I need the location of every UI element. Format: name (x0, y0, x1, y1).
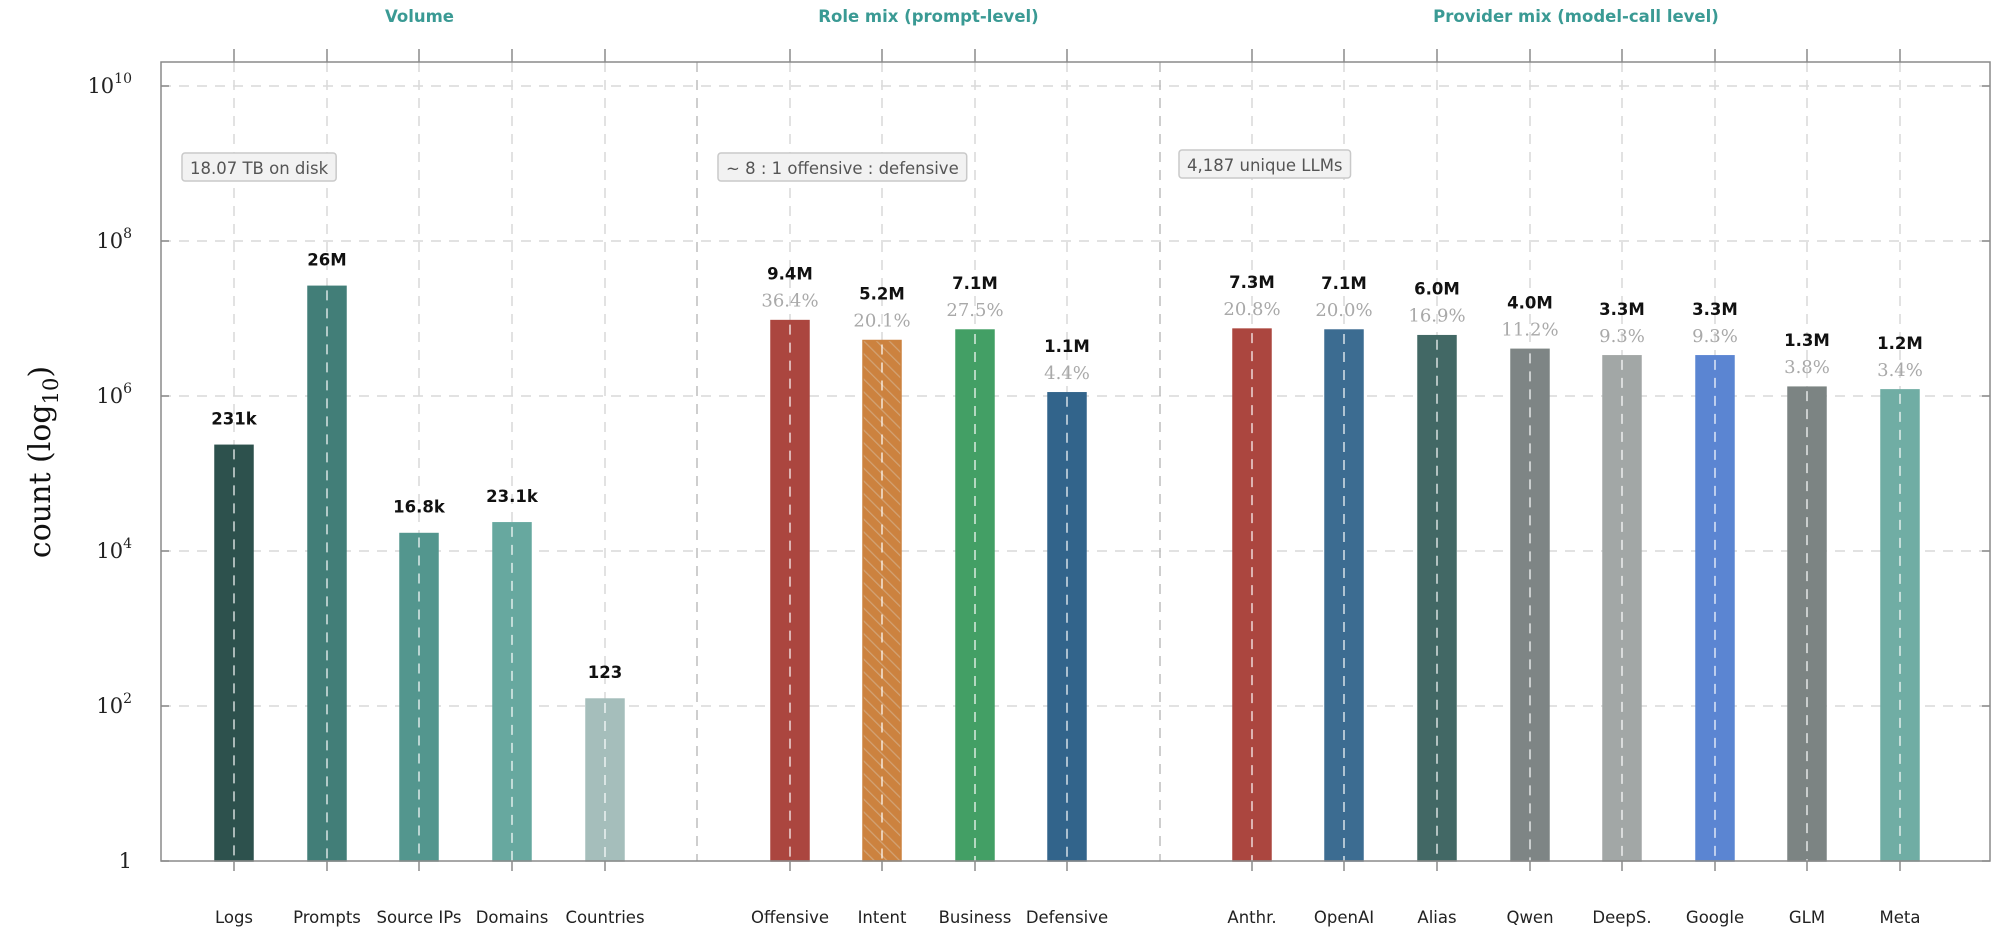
value-label: 1.3M (1784, 331, 1830, 350)
group-separators (696, 62, 1161, 861)
percent-label: 9.3% (1692, 326, 1738, 347)
x-tick-label: Meta (1880, 908, 1921, 927)
annotation-box (1178, 149, 1352, 179)
x-tick-label: Countries (565, 908, 644, 927)
group-title: Role mix (prompt-level) (818, 7, 1038, 26)
labels: 1 102 104 106 108 1010 Volume 18.07 TB on disk 2… (87, 7, 1922, 927)
x-tick-label: Google (1686, 908, 1744, 927)
bar-offensive (770, 319, 810, 862)
group-annotation: ∼ 8 : 1 offensive : defensive (726, 159, 959, 178)
percent-label: 20.0% (1315, 300, 1372, 321)
y-tick-label: 104 (96, 536, 132, 563)
group-annotation: 18.07 TB on disk (190, 159, 329, 178)
value-label: 23.1k (486, 487, 539, 506)
value-label: 6.0M (1414, 280, 1460, 299)
value-label: 26M (307, 250, 346, 269)
x-tick-label: Anthr. (1227, 908, 1276, 927)
x-tick-label: Defensive (1026, 908, 1108, 927)
bar-defensive (1047, 392, 1087, 862)
percent-label: 3.4% (1877, 360, 1923, 381)
x-tick-label: Offensive (751, 908, 829, 927)
x-tick-label: Qwen (1506, 908, 1553, 927)
value-label: 1.1M (1044, 337, 1090, 356)
y-tick-label: 1010 (87, 71, 132, 98)
x-tick-label: Source IPs (376, 908, 461, 927)
value-label: 123 (588, 663, 622, 682)
value-label: 16.8k (393, 498, 446, 517)
annotation-box (717, 152, 968, 182)
x-tick-label: DeepS. (1592, 908, 1651, 927)
value-label: 4.0M (1507, 293, 1553, 312)
annotation-box (181, 152, 337, 182)
value-label: 7.3M (1229, 273, 1275, 292)
y-tick-label: 108 (96, 226, 132, 253)
x-tick-label: Logs (215, 908, 253, 927)
y-tick-label: 102 (96, 691, 132, 718)
percent-label: 16.9% (1408, 306, 1465, 327)
percent-label: 3.8% (1784, 357, 1830, 378)
plot-frame (160, 61, 1991, 862)
bar-google (1695, 355, 1735, 862)
x-tick-label: OpenAI (1314, 908, 1374, 927)
group-title: Volume (385, 7, 454, 26)
value-label: 7.1M (952, 274, 998, 293)
bar-deeps (1602, 355, 1642, 862)
percent-label: 27.5% (946, 300, 1003, 321)
x-tick-label: Alias (1417, 908, 1456, 927)
value-label: 1.2M (1877, 334, 1923, 353)
value-label: 231k (211, 409, 257, 428)
group-annotation: 4,187 unique LLMs (1187, 156, 1343, 175)
axis-ticks (161, 49, 1990, 871)
x-tick-label: Intent (858, 908, 907, 927)
y-tick-label: 106 (96, 381, 132, 408)
x-tick-label: GLM (1789, 908, 1825, 927)
bars (214, 285, 1920, 862)
group-title: Provider mix (model-call level) (1433, 7, 1719, 26)
x-tick-label: Prompts (293, 908, 361, 927)
y-axis-label: count (log10) (23, 366, 63, 558)
bar-source-ips (399, 532, 439, 862)
y-tick-label: 1 (119, 849, 132, 873)
value-label: 3.3M (1692, 300, 1738, 319)
x-tick-label: Domains (476, 908, 549, 927)
value-label: 5.2M (859, 285, 905, 304)
percent-label: 9.3% (1599, 326, 1645, 347)
percent-label: 20.8% (1223, 299, 1280, 320)
value-label: 7.1M (1321, 274, 1367, 293)
percent-label: 11.2% (1501, 319, 1558, 340)
percent-label: 36.4% (761, 291, 818, 312)
bar-prompts (307, 285, 347, 862)
percent-label: 4.4% (1044, 363, 1090, 384)
x-tick-label: Business (939, 908, 1012, 927)
percent-label: 20.1% (853, 311, 910, 332)
value-label: 9.4M (767, 265, 813, 284)
value-label: 3.3M (1599, 300, 1645, 319)
